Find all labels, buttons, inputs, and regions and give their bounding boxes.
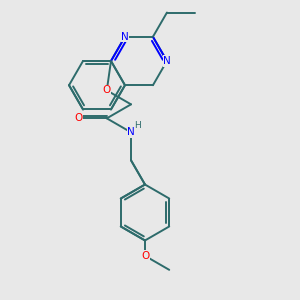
Text: N: N [121, 32, 129, 42]
Text: H: H [134, 121, 141, 130]
Text: O: O [141, 251, 149, 261]
Text: N: N [127, 127, 135, 137]
Text: O: O [75, 113, 83, 123]
Text: O: O [103, 85, 111, 95]
Text: N: N [163, 56, 171, 66]
